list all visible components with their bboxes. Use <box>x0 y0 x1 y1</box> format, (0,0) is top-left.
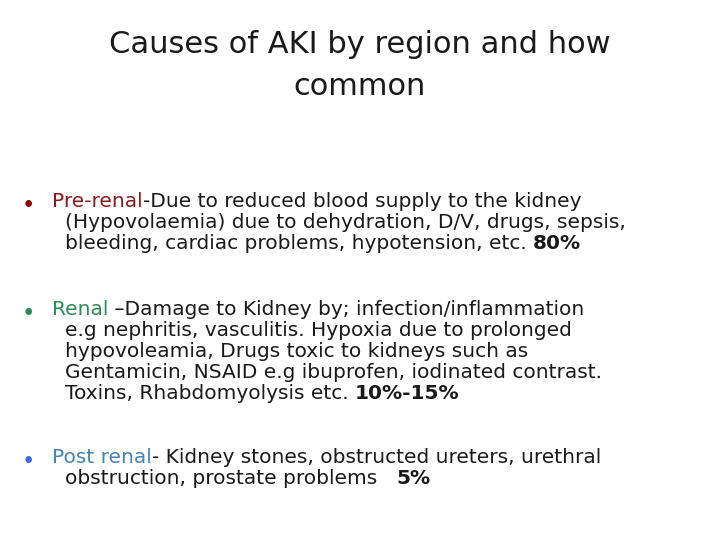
Text: •: • <box>22 450 35 473</box>
Text: bleeding, cardiac problems, hypotension, etc.: bleeding, cardiac problems, hypotension,… <box>65 234 533 253</box>
Text: Causes of AKI by region and how: Causes of AKI by region and how <box>109 30 611 59</box>
Text: •: • <box>22 194 35 217</box>
Text: Toxins, Rhabdomyolysis etc.: Toxins, Rhabdomyolysis etc. <box>65 384 355 403</box>
Text: Renal: Renal <box>52 300 109 319</box>
Text: 5%: 5% <box>397 469 431 488</box>
Text: hypovoleamia, Drugs toxic to kidneys such as: hypovoleamia, Drugs toxic to kidneys suc… <box>65 342 528 361</box>
Text: Post renal: Post renal <box>52 448 152 467</box>
Text: - Kidney stones, obstructed ureters, urethral: - Kidney stones, obstructed ureters, ure… <box>152 448 601 467</box>
Text: Pre-renal: Pre-renal <box>52 192 143 211</box>
Text: common: common <box>294 72 426 101</box>
Text: •: • <box>22 302 35 325</box>
Text: 80%: 80% <box>533 234 581 253</box>
Text: Gentamicin, NSAID e.g ibuprofen, iodinated contrast.: Gentamicin, NSAID e.g ibuprofen, iodinat… <box>65 363 602 382</box>
Text: 10%-15%: 10%-15% <box>355 384 459 403</box>
Text: obstruction, prostate problems: obstruction, prostate problems <box>65 469 397 488</box>
Text: e.g nephritis, vasculitis. Hypoxia due to prolonged: e.g nephritis, vasculitis. Hypoxia due t… <box>65 321 572 340</box>
Text: -Due to reduced blood supply to the kidney: -Due to reduced blood supply to the kidn… <box>143 192 581 211</box>
Text: –Damage to Kidney by; infection/inflammation: –Damage to Kidney by; infection/inflamma… <box>109 300 585 319</box>
Text: (Hypovolaemia) due to dehydration, D/V, drugs, sepsis,: (Hypovolaemia) due to dehydration, D/V, … <box>65 213 626 232</box>
